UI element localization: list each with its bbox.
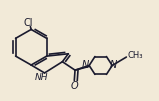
Text: N: N (110, 59, 117, 69)
Text: NH: NH (35, 73, 48, 82)
Text: Cl: Cl (23, 18, 33, 28)
Text: N: N (82, 60, 89, 70)
Text: O: O (70, 81, 78, 91)
Text: CH₃: CH₃ (128, 51, 143, 60)
